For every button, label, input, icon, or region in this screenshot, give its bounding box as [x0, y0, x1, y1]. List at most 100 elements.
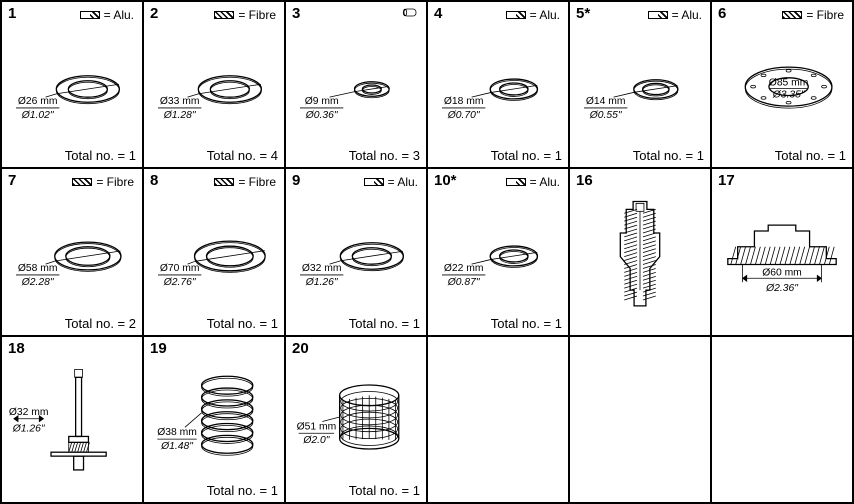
part-illustration: Ø32 mm Ø1.26" — [290, 195, 422, 312]
dim-in: Ø1.02" — [21, 110, 55, 121]
material-text: = Alu. — [530, 175, 560, 189]
part-illustration: Ø22 mm Ø0.87" — [432, 195, 564, 312]
dim-mm: Ø9 mm — [305, 96, 339, 107]
part-illustration: Ø60 mm Ø2.36" — [716, 195, 848, 312]
part-number: 7 — [8, 172, 16, 189]
part-illustration: Ø33 mm Ø1.28" — [148, 28, 280, 145]
total-label: Total no. = 1 — [349, 483, 420, 498]
material-label: = Alu. — [80, 8, 134, 22]
part-cell: 6= FibreTotal no. = 1Ø85 mmØ3.35" — [711, 1, 853, 168]
dim-mm: Ø22 mm — [444, 263, 484, 274]
total-label: Total no. = 1 — [491, 148, 562, 163]
part-number: 8 — [150, 172, 158, 189]
part-cell: 20 Total no. = 1 Ø51 mm Ø2.0" — [285, 336, 427, 503]
part-cell: 18Ø32 mmØ1.26" — [1, 336, 143, 503]
part-illustration: Ø51 mm Ø2.0" — [290, 363, 422, 480]
dim-mm: Ø33 mm — [160, 96, 200, 107]
part-number: 6 — [718, 5, 726, 22]
material-text: = Fibre — [238, 175, 276, 189]
part-number: 1 — [8, 5, 16, 22]
material-label: = Alu. — [648, 8, 702, 22]
dim-mm: Ø14 mm — [586, 96, 626, 107]
part-cell — [711, 336, 853, 503]
dim-mm: Ø51 mm — [297, 421, 337, 432]
part-number: 9 — [292, 172, 300, 189]
dim-mm: Ø38 mm — [157, 427, 197, 438]
part-cell — [569, 336, 711, 503]
dim-in: Ø1.28" — [163, 110, 197, 121]
material-label: = Alu. — [506, 8, 560, 22]
part-cell: 1 = Alu. Total no. = 1 Ø26 mm Ø1.02" — [1, 1, 143, 168]
parts-grid: 1 = Alu. Total no. = 1 Ø26 mm Ø1.02" 2 = Fibre… — [0, 0, 854, 504]
part-cell: 3 Total no. = 3 Ø9 mm Ø0.36" — [285, 1, 427, 168]
material-text: = Fibre — [96, 175, 134, 189]
part-cell: 7 = Fibre Total no. = 2 Ø58 mm Ø2.28" — [1, 168, 143, 335]
part-number: 10* — [434, 172, 457, 189]
total-label: Total no. = 3 — [349, 148, 420, 163]
material-swatch-icon — [648, 11, 668, 19]
dim-in: Ø0.70" — [447, 110, 481, 121]
dim-mm: Ø60 mm — [762, 268, 802, 279]
dim-in: Ø1.26" — [12, 423, 46, 434]
part-number: 4 — [434, 5, 442, 22]
material-label: = Fibre — [782, 8, 844, 22]
dim-in: Ø3.35" — [772, 89, 806, 100]
dim-mm: Ø70 mm — [160, 263, 200, 274]
material-text: = Alu. — [104, 8, 134, 22]
part-illustration: Ø58 mm Ø2.28" — [6, 195, 138, 312]
dim-mm: Ø32 mm — [302, 263, 342, 274]
part-number: 5* — [576, 5, 590, 22]
part-cell: 19Total no. = 1Ø38 mmØ1.48" — [143, 336, 285, 503]
total-label: Total no. = 1 — [349, 316, 420, 331]
material-text: = Alu. — [388, 175, 418, 189]
dim-mm: Ø26 mm — [18, 96, 58, 107]
material-label: = Fibre — [214, 175, 276, 189]
dim-in: Ø0.87" — [447, 277, 481, 288]
dim-in: Ø2.0" — [302, 435, 330, 446]
part-illustration: Ø85 mmØ3.35" — [716, 28, 848, 145]
part-number: 20 — [292, 340, 309, 357]
total-label: Total no. = 2 — [65, 316, 136, 331]
material-text: = Fibre — [806, 8, 844, 22]
material-label: = Alu. — [506, 175, 560, 189]
part-cell — [427, 336, 569, 503]
total-label: Total no. = 1 — [207, 483, 278, 498]
part-illustration: Ø14 mm Ø0.55" — [574, 28, 706, 145]
total-label: Total no. = 1 — [491, 316, 562, 331]
dim-in: Ø2.76" — [163, 277, 197, 288]
part-illustration: Ø32 mm Ø1.26" — [6, 363, 138, 480]
material-label: = Fibre — [214, 8, 276, 22]
dim-in: Ø0.36" — [305, 110, 339, 121]
material-text: = Fibre — [238, 8, 276, 22]
dim-in: Ø1.48" — [160, 441, 194, 452]
part-number: 2 — [150, 5, 158, 22]
material-swatch-icon — [506, 11, 526, 19]
material-label: = Fibre — [72, 175, 134, 189]
part-illustration — [574, 195, 706, 312]
material-swatch-icon — [80, 11, 100, 19]
dim-mm: Ø85 mm — [769, 78, 809, 89]
total-label: Total no. = 1 — [207, 316, 278, 331]
material-swatch-icon — [506, 178, 526, 186]
dim-in: Ø1.26" — [305, 277, 339, 288]
part-cell: 10* = Alu. Total no. = 1 Ø22 mm Ø0.87" — [427, 168, 569, 335]
dim-mm: Ø32 mm — [9, 406, 49, 417]
material-text: = Alu. — [530, 8, 560, 22]
total-label: Total no. = 1 — [633, 148, 704, 163]
material-label — [402, 8, 418, 18]
part-cell: 16 — [569, 168, 711, 335]
part-number: 3 — [292, 5, 300, 22]
part-illustration: Ø9 mm Ø0.36" — [290, 28, 422, 145]
dim-in: Ø2.28" — [21, 277, 55, 288]
part-cell: 4 = Alu. Total no. = 1 Ø18 mmØ0.70" — [427, 1, 569, 168]
part-illustration: Ø18 mmØ0.70" — [432, 28, 564, 145]
dim-in: Ø2.36" — [765, 283, 799, 294]
part-number: 16 — [576, 172, 593, 189]
material-swatch-icon — [214, 11, 234, 19]
total-label: Total no. = 1 — [65, 148, 136, 163]
material-swatch-icon — [214, 178, 234, 186]
part-cell: 5* = Alu. Total no. = 1 Ø14 mm Ø0.55" — [569, 1, 711, 168]
part-cell: 8 = Fibre Total no. = 1 Ø70 mm Ø2.76" — [143, 168, 285, 335]
dim-mm: Ø58 mm — [18, 263, 58, 274]
dim-in: Ø0.55" — [589, 110, 623, 121]
